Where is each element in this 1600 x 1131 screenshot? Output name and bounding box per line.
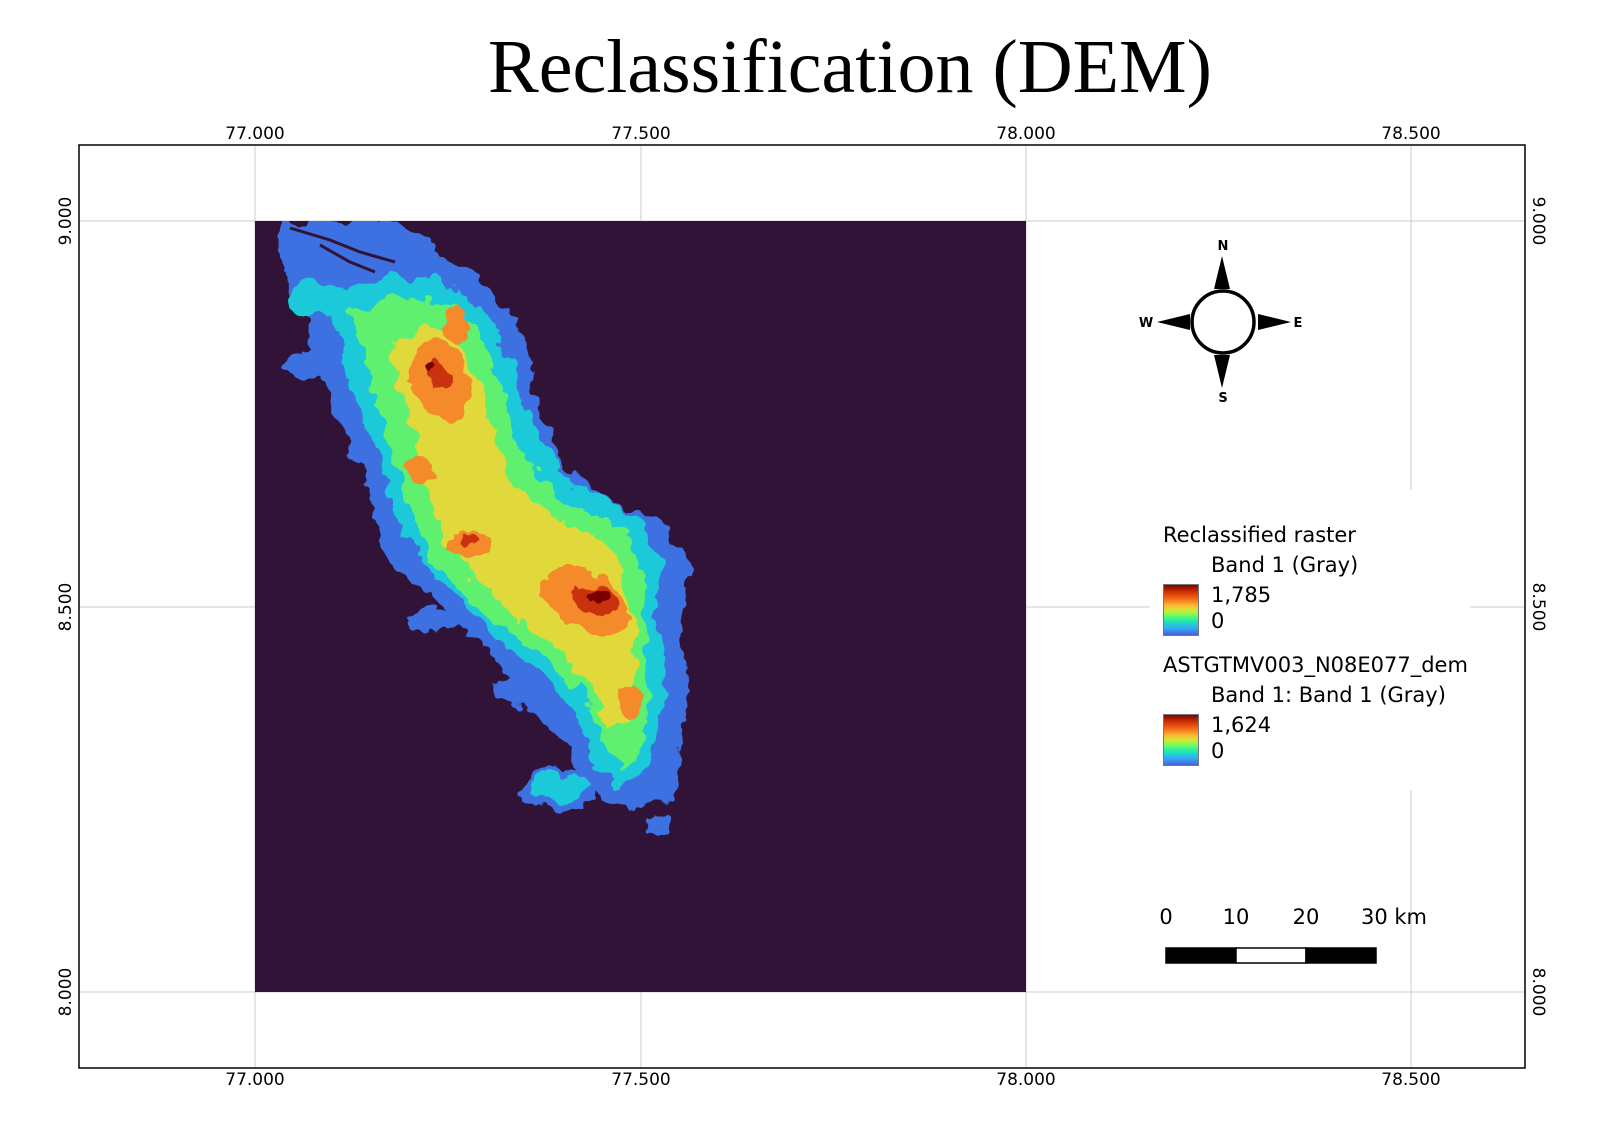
x-tick-top: 78.000 <box>996 124 1056 144</box>
compass-north: N <box>1218 239 1229 254</box>
color-ramp-swatch <box>1163 584 1199 636</box>
x-tick-bottom: 78.500 <box>1381 1070 1441 1090</box>
compass-rose-icon: N S W E <box>1139 239 1303 406</box>
ramp-min-label: 0 <box>1211 609 1225 633</box>
color-ramp-swatch <box>1163 714 1199 766</box>
scale-segment <box>1235 947 1307 964</box>
map-title: Reclassification (DEM) <box>488 25 1212 109</box>
legend-layer-title: Reclassified raster <box>1163 523 1356 547</box>
x-tick-bottom: 78.000 <box>996 1070 1056 1090</box>
compass-east: E <box>1294 316 1303 331</box>
scale-label: 20 <box>1292 905 1320 929</box>
x-tick-bottom: 77.000 <box>225 1070 285 1090</box>
x-tick-bottom: 77.500 <box>611 1070 671 1090</box>
legend-layer: Reclassified raster Band 1 (Gray) 1,785 … <box>1163 520 1468 640</box>
legend: Reclassified raster Band 1 (Gray) 1,785 … <box>1163 520 1468 770</box>
scale-segment <box>1165 947 1237 964</box>
ramp-max-label: 1,785 <box>1211 583 1272 607</box>
ramp-max-label: 1,624 <box>1211 713 1272 737</box>
scale-bar <box>1165 947 1377 964</box>
x-tick-top: 77.500 <box>611 124 671 144</box>
legend-band-label: Band 1: Band 1 (Gray) <box>1211 683 1446 707</box>
compass-south: S <box>1218 391 1227 406</box>
drainage-lines <box>289 226 396 274</box>
map-frame <box>78 144 1526 1069</box>
x-tick-top: 78.500 <box>1381 124 1441 144</box>
legend-color-ramp: 1,785 0 <box>1163 583 1468 640</box>
legend-layer-title: ASTGTMV003_N08E077_dem <box>1163 653 1468 677</box>
elevation-terrain <box>280 221 690 835</box>
legend-layer: ASTGTMV003_N08E077_dem Band 1: Band 1 (G… <box>1163 650 1468 770</box>
scale-label: 10 <box>1222 905 1250 929</box>
dem-raster <box>255 221 1026 992</box>
scale-segment <box>1305 947 1377 964</box>
compass-west: W <box>1139 316 1153 331</box>
x-tick-top: 77.000 <box>225 124 285 144</box>
legend-band-label: Band 1 (Gray) <box>1211 553 1359 577</box>
ramp-min-label: 0 <box>1211 739 1225 763</box>
scale-label: 0 <box>1159 905 1173 929</box>
legend-color-ramp: 1,624 0 <box>1163 713 1468 770</box>
scale-label: 30 km <box>1360 905 1428 929</box>
